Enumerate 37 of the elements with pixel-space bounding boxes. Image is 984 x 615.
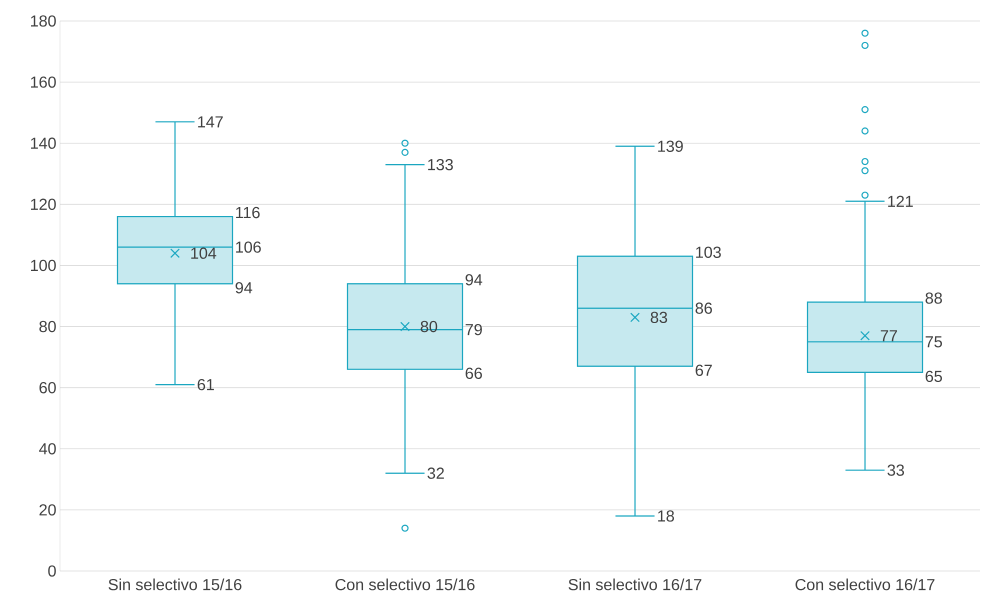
y-tick-label: 60 [39, 382, 56, 394]
annotation: 116 [236, 206, 260, 218]
annotation: 77 [880, 330, 897, 342]
annotation: 133 [428, 158, 453, 170]
annotation: 94 [466, 274, 482, 286]
x-tick-label: Con selectivo 15/16 [336, 578, 475, 590]
annotation: 65 [926, 370, 942, 382]
annotation: 61 [198, 378, 214, 390]
y-tick-label: 180 [31, 15, 56, 27]
y-tick-label: 100 [31, 260, 56, 272]
annotation: 104 [191, 248, 216, 259]
annotation: 147 [198, 116, 223, 128]
annotation: 139 [658, 140, 683, 152]
annotation: 66 [466, 368, 482, 379]
x-tick-label: Con selectivo 16/17 [796, 578, 934, 590]
annotation: 32 [428, 468, 444, 479]
annotation: 86 [696, 302, 712, 314]
y-tick-label: 0 [48, 565, 56, 577]
x-tick-label: Sin selectivo 16/17 [568, 578, 702, 590]
annotation: 88 [926, 292, 942, 304]
annotation: 103 [696, 246, 721, 258]
annotation: 75 [926, 336, 942, 348]
y-tick-label: 140 [31, 138, 56, 149]
annotation: 79 [466, 324, 482, 336]
x-tick-label: Sin selectivo 15/16 [108, 578, 242, 590]
annotation: 18 [658, 510, 674, 522]
annotation: 83 [650, 312, 668, 324]
annotation: 67 [696, 364, 712, 376]
y-tick-label: 20 [39, 504, 56, 516]
y-tick-label: 120 [31, 198, 56, 210]
annotation: 94 [236, 282, 252, 294]
y-tick-label: 40 [39, 443, 56, 454]
y-tick-label: 80 [39, 320, 56, 332]
annotation: 121 [888, 196, 913, 207]
y-tick-label: 160 [31, 76, 56, 88]
annotation: 33 [888, 464, 904, 476]
annotation: 106 [236, 241, 261, 253]
